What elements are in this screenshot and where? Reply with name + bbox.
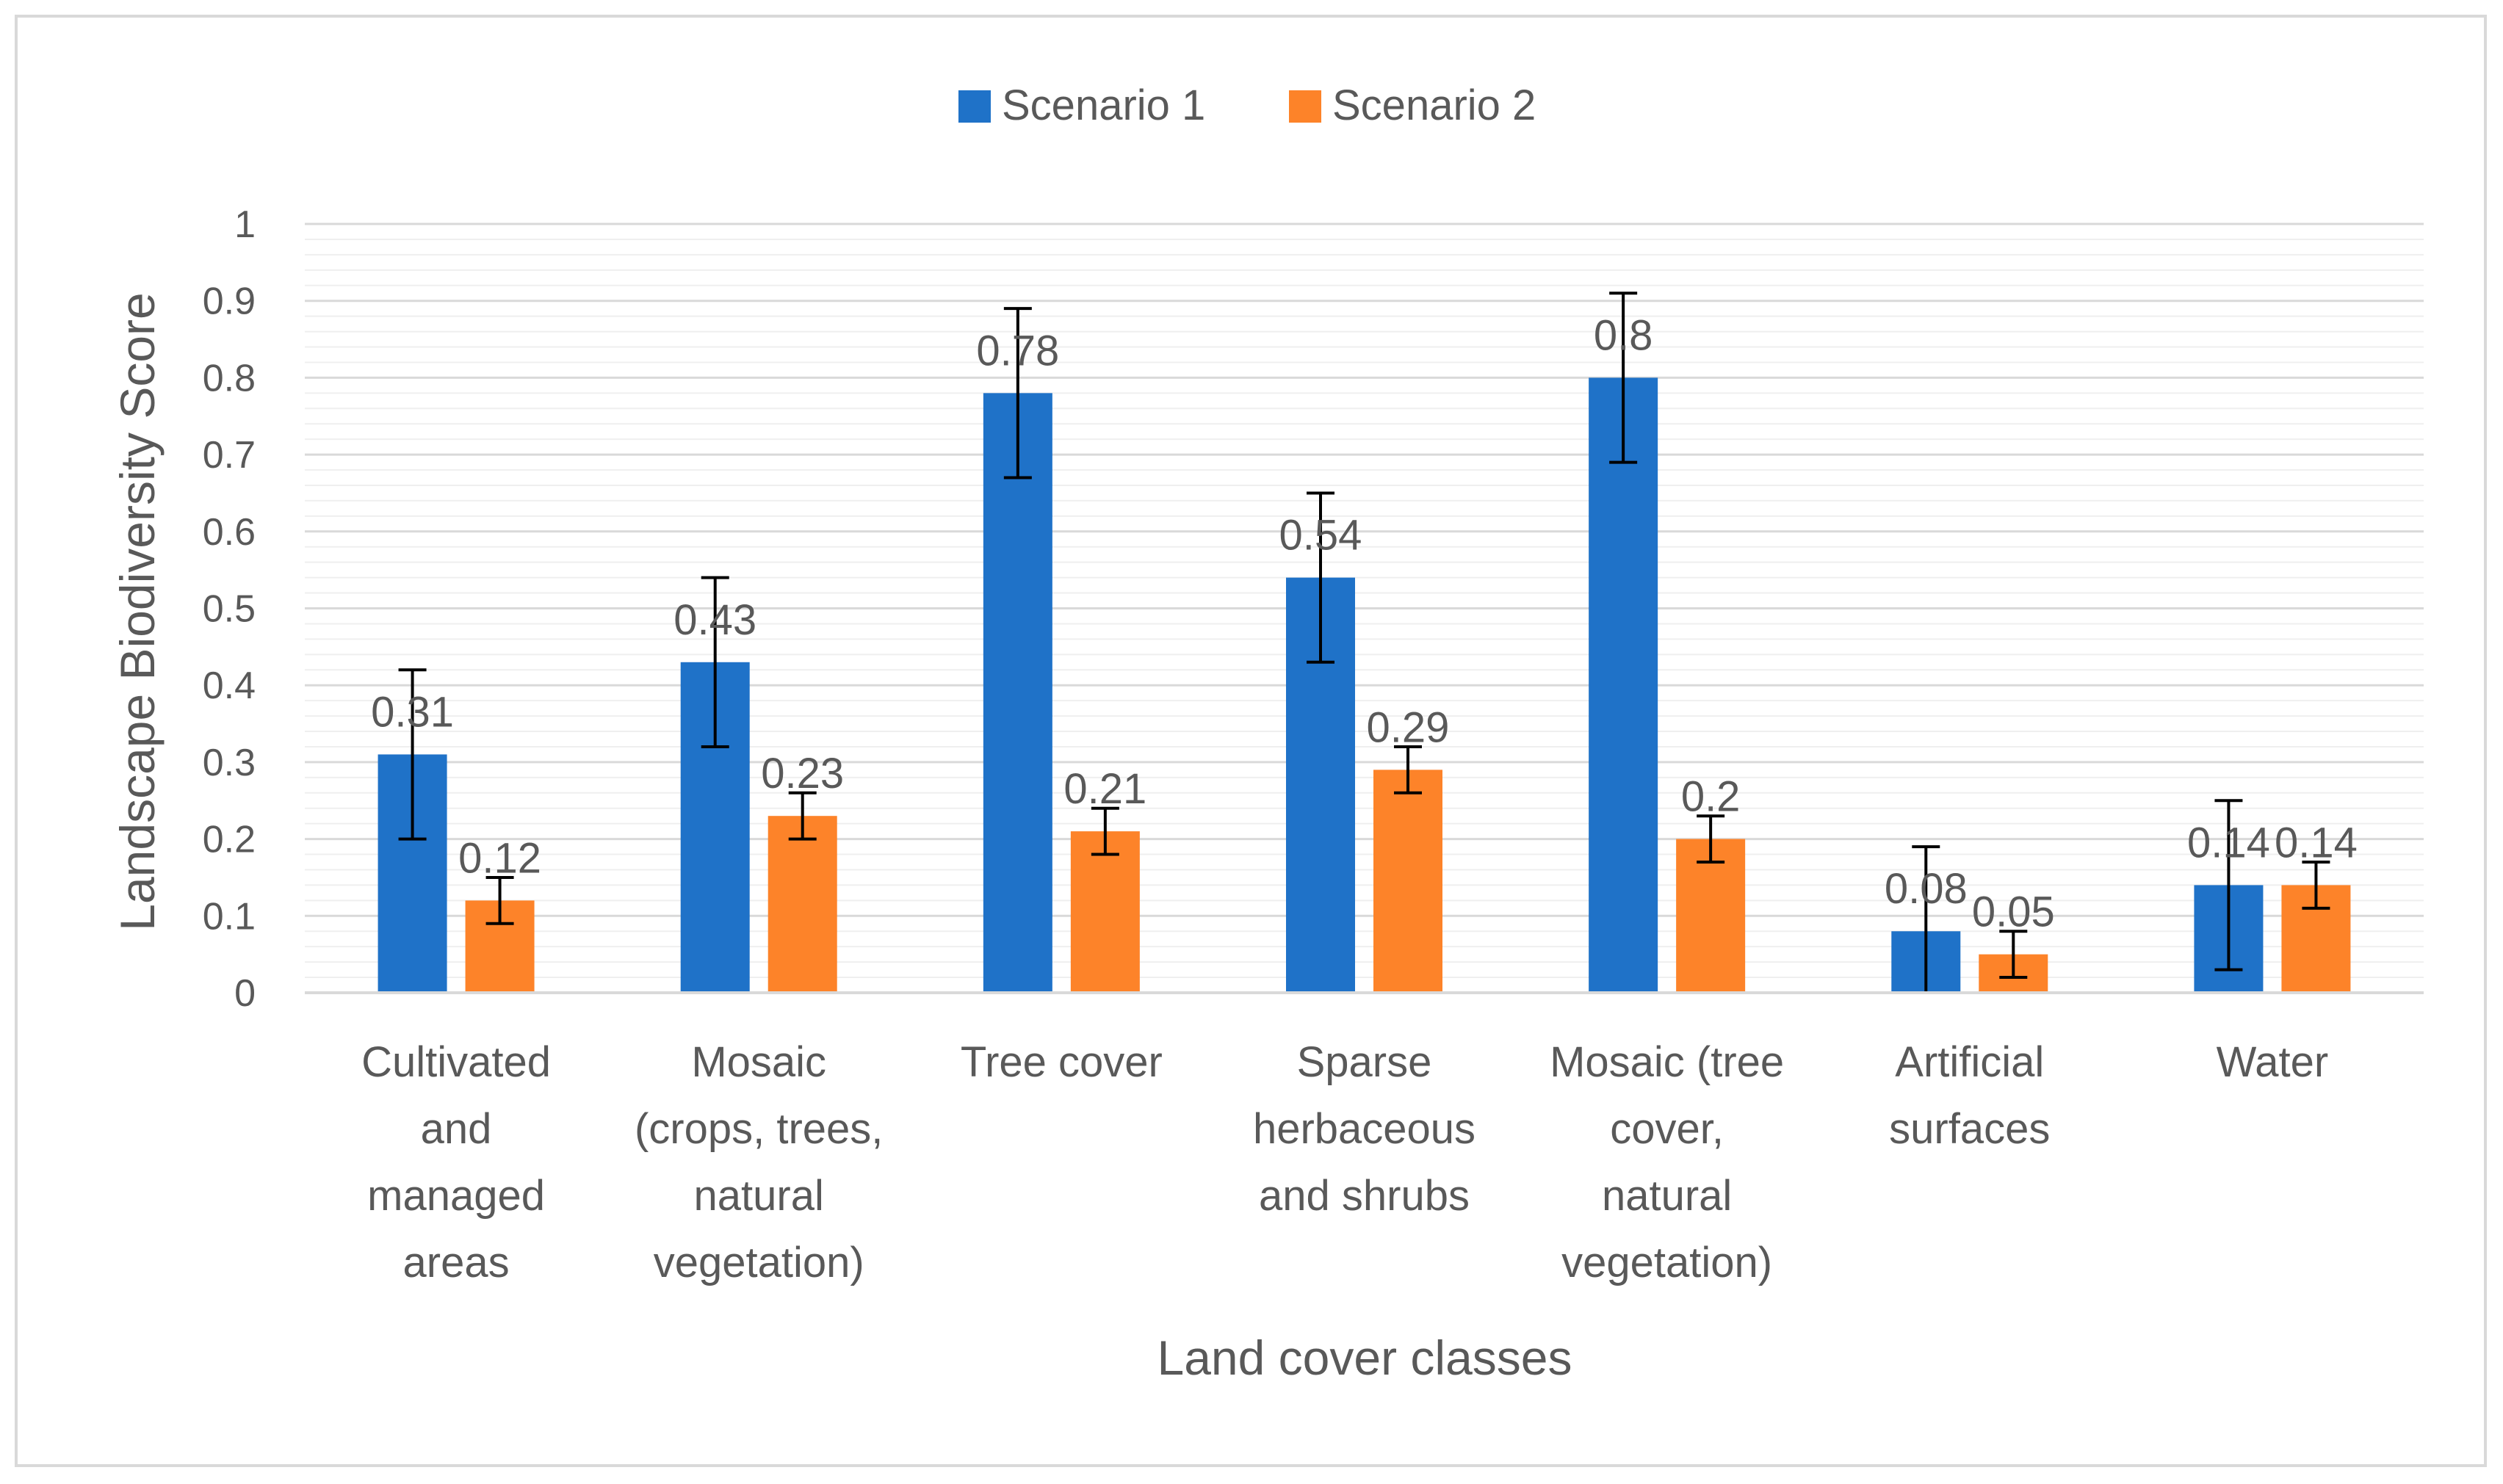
- x-tick-label: Sparse herbaceous and shrubs: [1253, 1038, 1476, 1220]
- bar-scenario-1: [983, 393, 1052, 993]
- error-bar: [1307, 491, 1334, 664]
- y-tick-label: 0.3: [203, 742, 256, 784]
- y-tick-label: 0.6: [203, 511, 256, 554]
- gridlines: [305, 222, 2424, 979]
- data-label: 0.14: [2275, 819, 2358, 866]
- y-tick-label: 0.2: [203, 819, 256, 861]
- bar-scenario-2: [1373, 770, 1442, 993]
- x-tick-label-line: Sparse: [1297, 1038, 1432, 1086]
- data-label: 0.54: [1279, 512, 1362, 560]
- x-tick-label-line: Mosaic: [691, 1038, 826, 1086]
- x-tick-label-line: herbaceous: [1253, 1105, 1476, 1153]
- error-bar: [2214, 799, 2243, 971]
- y-tick-label: 0.9: [203, 280, 256, 323]
- error-bar: [701, 576, 729, 748]
- chart-frame: [15, 15, 2487, 1467]
- error-bar: [1609, 292, 1638, 464]
- data-label: 0.8: [1594, 311, 1653, 359]
- x-tick-label-line: Water: [2217, 1038, 2329, 1086]
- error-bar: [2302, 861, 2330, 910]
- error-bar: [1394, 745, 1422, 795]
- error-bar: [485, 875, 514, 925]
- data-labels: 0.31 0.12 0.43 0.23 0.78 0.21 0.54 0.29 0.8 0.2 0.…: [371, 311, 2358, 935]
- x-tick-label-line: vegetation): [1561, 1239, 1772, 1286]
- y-axis-title: Landscape Biodiversity Score: [110, 292, 165, 930]
- y-tick-label: 1: [234, 203, 256, 246]
- bar-scenario-2: [1676, 839, 1746, 993]
- data-label: 0.78: [976, 327, 1059, 374]
- legend-label-scenario-2: Scenario 2: [1332, 82, 1536, 129]
- data-label: 0.2: [1681, 773, 1741, 821]
- error-bar: [1697, 814, 1725, 864]
- x-tick-label-line: areas: [403, 1239, 510, 1286]
- x-tick-label-line: Artificial: [1895, 1038, 2044, 1086]
- x-tick-label: Cultivated and managed areas: [361, 1038, 551, 1286]
- y-tick-label: 0.1: [203, 895, 256, 938]
- x-tick-label-line: managed: [367, 1172, 545, 1220]
- y-axis-ticks: 0 0.1 0.2 0.3 0.4 0.5 0.6 0.7 0.8 0.9 1: [203, 203, 256, 1015]
- error-bar: [1003, 307, 1032, 479]
- x-tick-label-line: natural: [1602, 1172, 1732, 1220]
- x-tick-label-line: and shrubs: [1259, 1172, 1470, 1220]
- x-axis-categories: Cultivated and managed areas Mosaic (crops, t…: [361, 1038, 2328, 1286]
- data-label: 0.14: [2187, 819, 2270, 866]
- data-label: 0.12: [458, 834, 541, 882]
- legend-swatch-scenario-2: [1289, 90, 1321, 123]
- bar-scenario-2: [767, 816, 837, 993]
- y-tick-label: 0.8: [203, 357, 256, 399]
- x-tick-label-line: cover,: [1610, 1105, 1724, 1153]
- y-tick-label: 0.4: [203, 665, 256, 707]
- legend[interactable]: Scenario 1 Scenario 2: [958, 82, 1536, 129]
- error-bar: [1091, 806, 1119, 856]
- x-tick-label-line: Mosaic (tree: [1550, 1038, 1784, 1086]
- x-tick-label-line: natural: [694, 1172, 824, 1220]
- data-label: 0.05: [1972, 888, 2055, 936]
- x-tick-label-line: Cultivated: [361, 1038, 551, 1086]
- error-bars: [398, 292, 2330, 994]
- bars: [378, 377, 2351, 993]
- legend-swatch-scenario-1: [958, 90, 991, 123]
- x-tick-label-line: vegetation): [654, 1239, 864, 1286]
- data-label: 0.29: [1367, 703, 1450, 751]
- error-bar: [398, 668, 427, 841]
- x-tick-label: Mosaic (tree cover, natural vegetation): [1550, 1038, 1784, 1286]
- bar-scenario-2: [1070, 831, 1140, 993]
- legend-label-scenario-1: Scenario 1: [1002, 82, 1205, 129]
- bar-scenario-1: [1589, 377, 1658, 993]
- x-axis-title: Land cover classes: [1157, 1331, 1572, 1385]
- x-tick-label: Artificial surfaces: [1889, 1038, 2050, 1153]
- y-tick-label: 0: [234, 972, 256, 1015]
- data-label: 0.43: [673, 596, 756, 644]
- x-tick-label-line: surfaces: [1889, 1105, 2050, 1153]
- y-tick-label: 0.5: [203, 588, 256, 631]
- error-bar: [788, 791, 817, 841]
- x-tick-label: Water: [2217, 1038, 2329, 1086]
- x-tick-label: Tree cover: [961, 1038, 1163, 1086]
- x-tick-label: Mosaic (crops, trees, natural vegetation): [635, 1038, 883, 1286]
- x-tick-label-line: Tree cover: [961, 1038, 1163, 1086]
- data-label: 0.08: [1885, 865, 1968, 913]
- y-tick-label: 0.7: [203, 434, 256, 477]
- data-label: 0.21: [1063, 765, 1146, 813]
- x-tick-label-line: (crops, trees,: [635, 1105, 883, 1153]
- data-label: 0.31: [371, 688, 454, 736]
- x-tick-label-line: and: [421, 1105, 492, 1153]
- error-bar: [1999, 930, 2028, 980]
- data-label: 0.23: [761, 750, 844, 797]
